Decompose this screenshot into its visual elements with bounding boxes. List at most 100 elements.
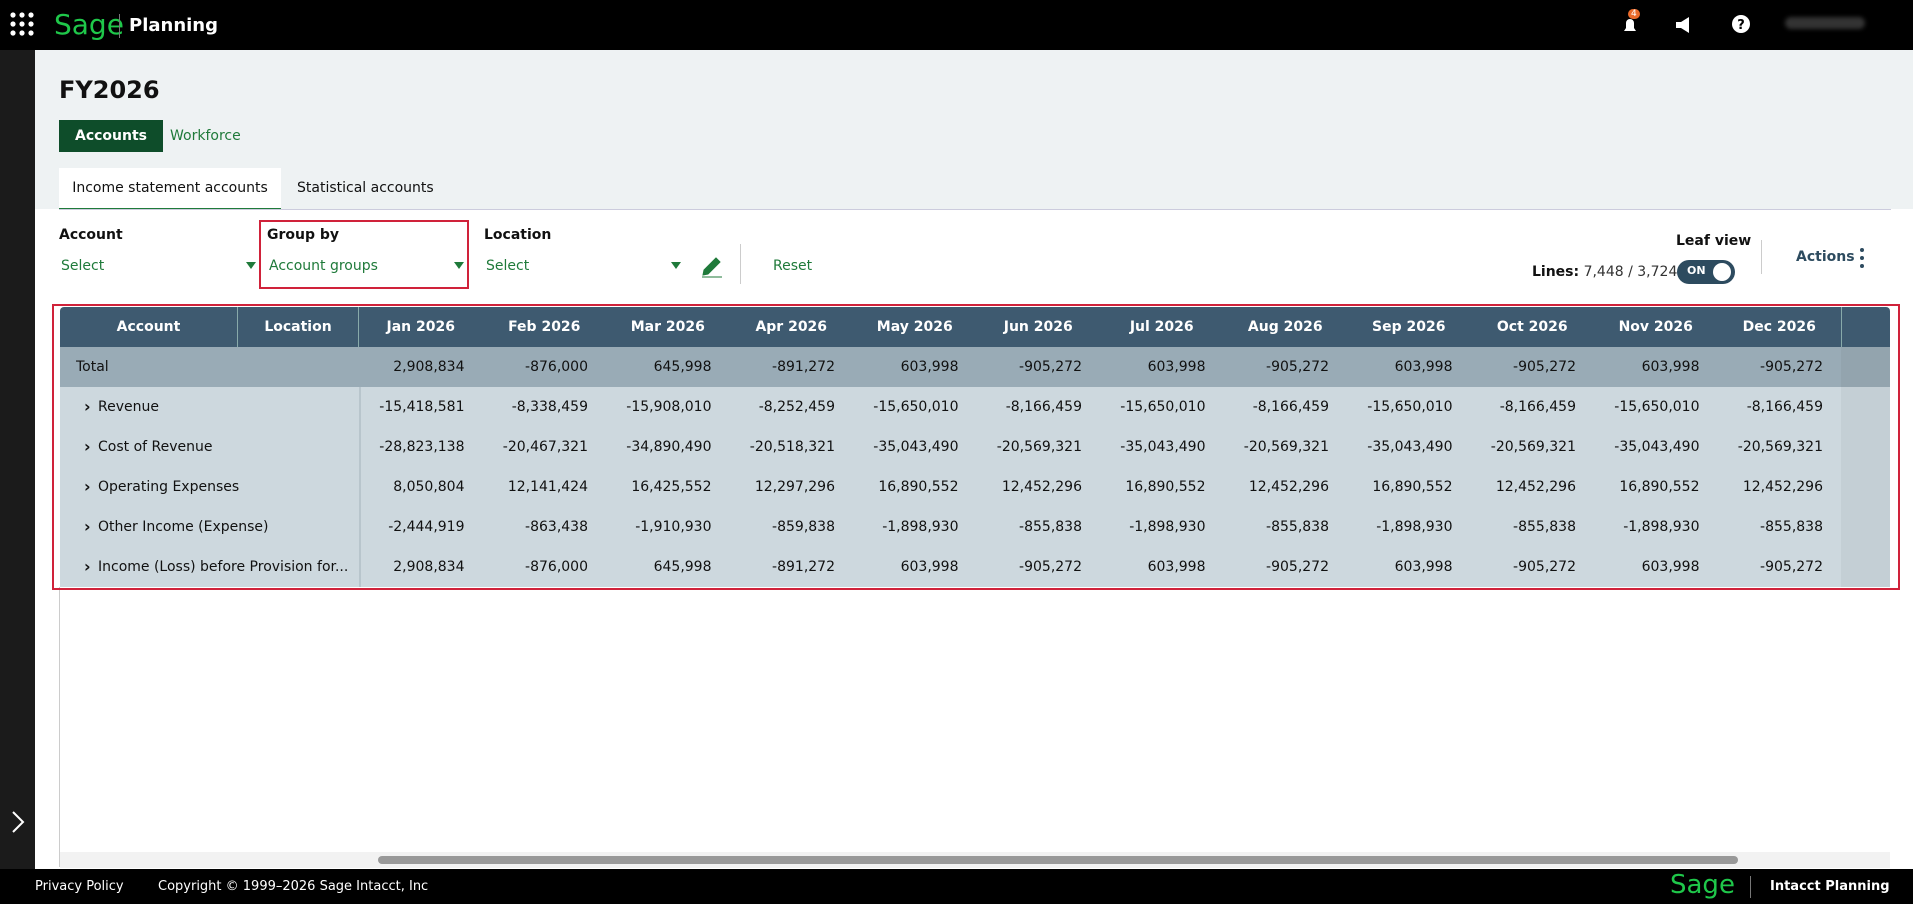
expand-icon[interactable]: › [84, 557, 91, 576]
cell-value: -35,043,490 [873, 439, 959, 455]
column-header: May 2026 [876, 319, 953, 335]
cell-value: -35,043,490 [1120, 439, 1206, 455]
cell-value: 645,998 [653, 559, 712, 575]
cell-value: -20,569,321 [996, 439, 1082, 455]
location-select[interactable]: Select [486, 258, 530, 274]
cell-value: -876,000 [525, 559, 588, 575]
highlight [259, 220, 469, 289]
cell-value: -891,272 [772, 359, 835, 375]
cell-value: 16,890,552 [1372, 479, 1453, 495]
cell-value: -905,272 [1019, 559, 1082, 575]
cell-value: 2,908,834 [393, 559, 465, 575]
row-label: Other Income (Expense) [98, 519, 269, 535]
cell-value: 603,998 [1394, 359, 1453, 375]
cell-value: 12,452,296 [1495, 479, 1576, 495]
column-header: Aug 2026 [1247, 319, 1323, 335]
footer [0, 869, 1913, 904]
cell-value: -891,272 [772, 559, 835, 575]
expand-icon[interactable]: › [84, 477, 91, 496]
dropdown-arrow [246, 262, 256, 274]
group-select[interactable]: Account groups [269, 258, 378, 274]
cell-value: -8,166,459 [1499, 399, 1576, 415]
help[interactable]: ? [1731, 14, 1751, 34]
cell-value: -855,838 [1019, 519, 1082, 535]
cell-value: -2,444,919 [388, 519, 465, 535]
privacy-link[interactable]: Privacy Policy [35, 879, 124, 894]
cell-value [1841, 507, 1890, 547]
cell-value: -8,166,459 [1746, 399, 1823, 415]
badge: 4 [1628, 9, 1640, 19]
column-header: Account [60, 307, 238, 347]
cell-value: -859,838 [772, 519, 835, 535]
cell-value: -905,272 [1513, 559, 1576, 575]
cell-value: -15,418,581 [379, 399, 465, 415]
cell-value: -35,043,490 [1614, 439, 1700, 455]
app-menu[interactable] [10, 12, 34, 36]
subtab-active[interactable]: Income statement accounts [59, 168, 281, 210]
column-header: Mar 2026 [630, 319, 705, 335]
expand-icon[interactable]: › [84, 397, 91, 416]
cell-value: 603,998 [1147, 559, 1206, 575]
cell-value: -15,650,010 [1367, 399, 1453, 415]
column-header [1841, 307, 1890, 347]
actions-menu[interactable] [1858, 246, 1866, 270]
data-row [60, 387, 1890, 427]
cell-value: -20,518,321 [749, 439, 835, 455]
cell-value: -855,838 [1266, 519, 1329, 535]
cell-value: -28,823,138 [379, 439, 465, 455]
dropdown-arrow [454, 262, 464, 274]
edit[interactable] [700, 254, 724, 278]
cell-value: -8,338,459 [511, 399, 588, 415]
cell-value: 603,998 [1147, 359, 1206, 375]
cell-value: 603,998 [1394, 559, 1453, 575]
leaf-toggle[interactable]: ON [1677, 260, 1735, 284]
cell-value: -876,000 [525, 359, 588, 375]
column-header: Sep 2026 [1372, 319, 1446, 335]
product-name: Intacct Planning [1770, 879, 1890, 894]
data-row [60, 427, 1890, 467]
scrollbar-thumb[interactable] [378, 856, 1738, 864]
cell-value: 645,998 [653, 359, 712, 375]
account-select[interactable]: Select [61, 258, 105, 274]
cell-value: -15,650,010 [873, 399, 959, 415]
reset-button[interactable]: Reset [773, 258, 813, 274]
column-header: Feb 2026 [508, 319, 581, 335]
actions-button[interactable]: Actions [1796, 249, 1855, 265]
divider [119, 14, 120, 38]
tab-active[interactable]: Accounts [59, 120, 164, 152]
announcements[interactable] [1674, 15, 1696, 35]
cell-value: -1,898,930 [1623, 519, 1700, 535]
cell-value: -905,272 [1266, 359, 1329, 375]
highlight [52, 304, 1900, 590]
expand-sidebar[interactable] [8, 810, 28, 834]
cell-value [1841, 347, 1890, 387]
cell-value: -20,569,321 [1737, 439, 1823, 455]
cell-value: -20,569,321 [1243, 439, 1329, 455]
cell-value: -1,898,930 [1376, 519, 1453, 535]
cell-value [1841, 547, 1890, 587]
cell-value [1841, 387, 1890, 427]
divider [59, 209, 1891, 210]
cell-value: -855,838 [1760, 519, 1823, 535]
divider [1750, 876, 1751, 898]
column-header: Jan 2026 [386, 319, 455, 335]
total-row [60, 347, 1890, 387]
app-name: Planning [129, 15, 219, 36]
cell-value: -15,650,010 [1120, 399, 1206, 415]
data-grid: Account Location Jan 2026 Feb 2026 Mar 2026 A… [60, 307, 1890, 587]
svg-text:?: ? [1737, 18, 1745, 33]
tab[interactable]: Workforce [170, 128, 241, 144]
cell-value: -905,272 [1019, 359, 1082, 375]
expand-icon[interactable]: › [84, 437, 91, 456]
page-title: FY2026 [59, 76, 160, 104]
notifications[interactable] [1620, 15, 1642, 37]
user-menu[interactable] [1785, 17, 1865, 29]
cell-value: 16,890,552 [878, 479, 959, 495]
subtab[interactable]: Statistical accounts [297, 180, 434, 196]
data-row [60, 507, 1890, 547]
expand-icon[interactable]: › [84, 517, 91, 536]
cell-value: 16,425,552 [631, 479, 712, 495]
row-label: Cost of Revenue [98, 439, 213, 455]
lines-label: Lines: [1532, 264, 1580, 280]
